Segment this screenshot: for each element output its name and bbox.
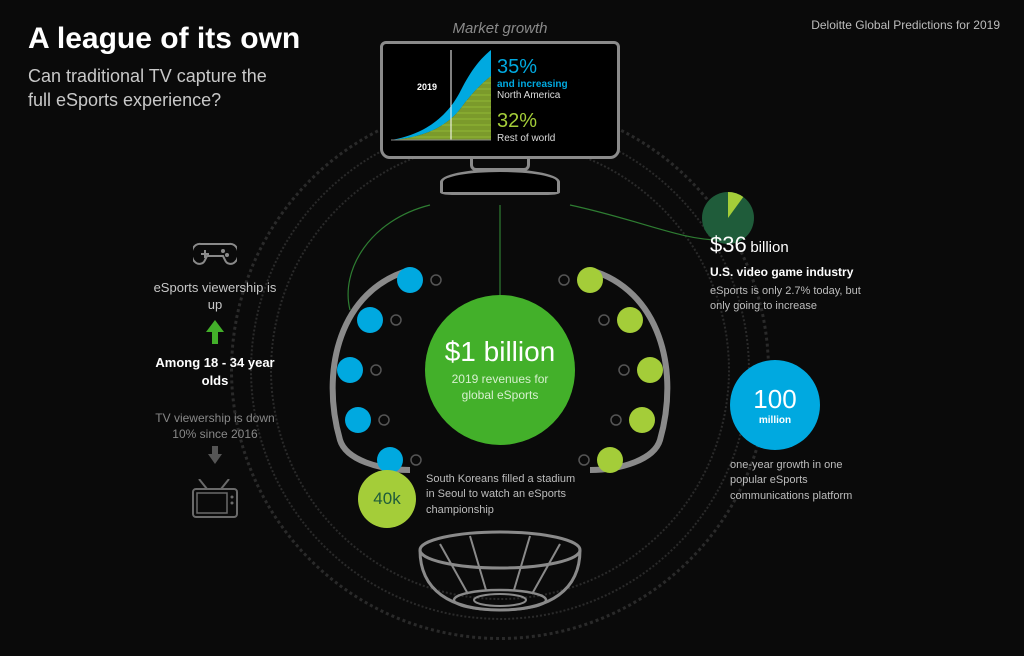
center-stat-circle: $1 billion 2019 revenues for global eSpo… bbox=[425, 295, 575, 445]
industry-block: $36 billion U.S. video game industry eSp… bbox=[710, 230, 880, 315]
viewership-demo-text: Among 18 - 34 year olds bbox=[150, 354, 280, 389]
industry-unit: billion bbox=[750, 239, 788, 256]
arrow-up-icon bbox=[150, 320, 280, 349]
center-value: $1 billion bbox=[445, 336, 556, 368]
tv-down-text: TV viewership is down 10% since 2016 bbox=[150, 410, 280, 442]
monitor-stand-icon bbox=[440, 159, 560, 195]
tv-down-block: TV viewership is down 10% since 2016 bbox=[150, 410, 280, 523]
row-legend: 32% Rest of world bbox=[497, 110, 609, 144]
na-legend: 35% and increasing North America bbox=[497, 56, 609, 101]
left-seat-arc bbox=[300, 270, 440, 470]
market-growth-monitor: Market growth bbox=[380, 20, 620, 195]
year-marker: 2019 bbox=[417, 82, 437, 92]
growth-unit: million bbox=[759, 415, 791, 426]
arrow-down-icon bbox=[150, 446, 280, 468]
growth-value: 100 bbox=[753, 384, 796, 415]
growth-area-chart bbox=[391, 50, 491, 150]
industry-body: eSports is only 2.7% today, but only goi… bbox=[710, 284, 880, 315]
tv-icon bbox=[150, 479, 280, 523]
game-controller-icon bbox=[150, 240, 280, 273]
stadium-text: South Koreans filled a stadium in Seoul … bbox=[426, 472, 576, 518]
monitor-label: Market growth bbox=[380, 20, 620, 37]
growth-text: one-year growth in one popular eSports c… bbox=[730, 458, 875, 504]
growth-stat-circle: 100 million bbox=[730, 360, 820, 450]
viewership-up-text: eSports viewership is up bbox=[150, 279, 280, 314]
stadium-stat-circle: 40k bbox=[358, 470, 416, 528]
attribution-text: Deloitte Global Predictions for 2019 bbox=[811, 18, 1000, 32]
industry-heading: U.S. video game industry bbox=[710, 264, 880, 280]
right-seat-arc bbox=[560, 270, 700, 470]
industry-value: $36 bbox=[710, 232, 747, 257]
stadium-icon bbox=[410, 530, 590, 625]
center-label: 2019 revenues for global eSports bbox=[425, 372, 575, 403]
infographic-stage: Market growth bbox=[170, 40, 830, 640]
stadium-value: 40k bbox=[373, 489, 400, 509]
viewership-block: eSports viewership is up Among 18 - 34 y… bbox=[150, 240, 280, 389]
